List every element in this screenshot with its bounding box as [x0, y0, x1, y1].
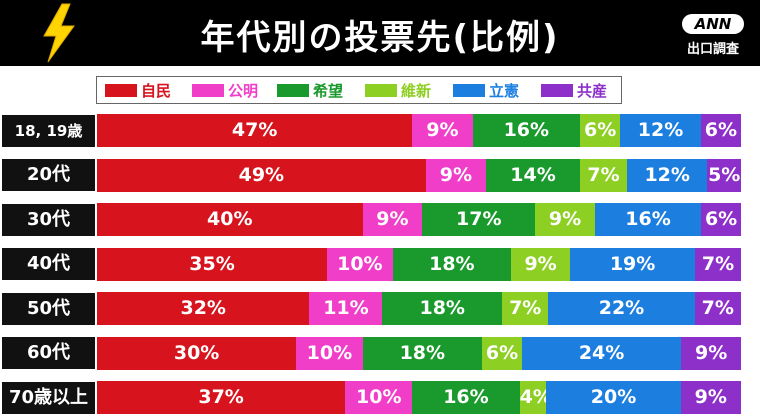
bar-segment: 20%: [546, 381, 681, 414]
bar-segment: 49%: [97, 158, 426, 192]
bar-segment: 19%: [570, 247, 695, 281]
bar-segment: 9%: [412, 114, 473, 147]
bar-segment: 12%: [620, 114, 701, 147]
bar-segment: 7%: [694, 292, 741, 325]
legend-swatch: [277, 84, 309, 97]
bar-segment: 9%: [425, 158, 487, 192]
source-label: 出口調査: [686, 42, 739, 57]
bar-segment: 30%: [97, 336, 297, 370]
bar-segment: 18%: [382, 292, 502, 325]
bar-segment: 6%: [482, 336, 522, 370]
legend-label: 自民: [141, 82, 172, 100]
bar-segment: 6%: [701, 203, 741, 236]
bar-segment: 10%: [327, 247, 393, 281]
legend-label: 希望: [313, 82, 344, 100]
legend-label: 立憲: [489, 82, 520, 100]
legend-label: 公明: [228, 82, 259, 100]
bar-segment: 6%: [700, 114, 741, 147]
bar-segment: 40%: [97, 203, 363, 236]
chart-title: 年代別の投票先(比例): [200, 18, 560, 58]
bar-segment: 18%: [362, 336, 483, 370]
category-label: 50代: [2, 292, 95, 325]
lightning-bolt-icon: [43, 3, 75, 63]
bar-segment: 7%: [580, 158, 627, 192]
category-label: 18, 19歳: [2, 114, 95, 147]
bar-segment: 47%: [97, 114, 413, 147]
bar-segment: 9%: [680, 381, 741, 414]
bar-segment: 9%: [511, 247, 571, 281]
bar-segment: 24%: [521, 336, 682, 370]
legend-swatch: [105, 84, 137, 97]
bar-segment: 16%: [472, 114, 580, 147]
bar-segment: 17%: [422, 203, 536, 236]
bar-segment: 22%: [548, 292, 695, 325]
legend-swatch: [541, 84, 573, 97]
bar-segment: 7%: [695, 247, 741, 281]
category-label: 30代: [2, 203, 95, 236]
bar-segment: 7%: [501, 292, 549, 325]
bar-segment: 10%: [296, 336, 363, 370]
bar-segment: 35%: [97, 247, 327, 281]
bar-segment: 4%: [519, 381, 547, 414]
bar-segment: 9%: [362, 203, 423, 236]
bar-segment: 18%: [392, 247, 511, 281]
category-label: 20代: [2, 159, 95, 191]
legend: 自民 公明 希望 維新 立憲 共産: [96, 76, 622, 104]
bar-segment: 11%: [309, 292, 383, 325]
category-label: 60代: [2, 337, 95, 369]
bar-segment: 16%: [594, 203, 702, 236]
bar-segment: 12%: [626, 158, 708, 192]
legend-swatch: [453, 84, 485, 97]
legend-label: 共産: [577, 82, 608, 100]
bar-segment: 10%: [345, 381, 413, 414]
legend-swatch: [192, 84, 224, 97]
category-label: 70歳以上: [2, 381, 95, 414]
header-bar: 年代別の投票先(比例) ANN 出口調査: [0, 0, 760, 66]
ann-logo: ANN: [682, 14, 744, 34]
bar-segment: 37%: [97, 381, 346, 414]
bar-segment: 5%: [707, 158, 741, 192]
bar-segment: 32%: [97, 292, 310, 325]
bar-segment: 9%: [535, 203, 595, 236]
bar-segment: 16%: [412, 381, 520, 414]
legend-label: 維新: [401, 82, 432, 100]
category-label: 40代: [2, 248, 95, 280]
bar-segment: 14%: [486, 158, 580, 192]
bar-segment: 9%: [681, 336, 741, 370]
bar-segment: 6%: [580, 114, 621, 147]
legend-swatch: [365, 84, 397, 97]
